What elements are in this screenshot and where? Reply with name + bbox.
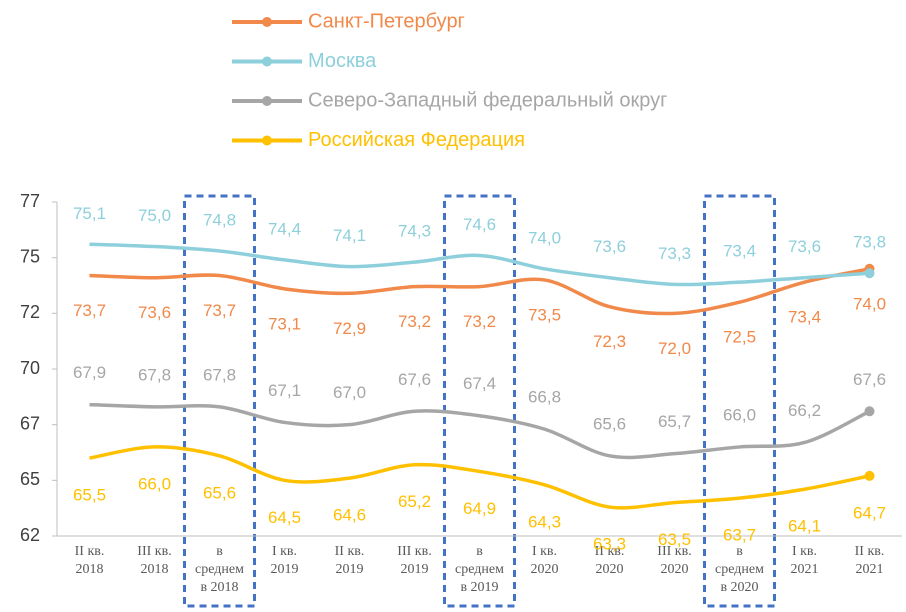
data-label: 67,0 xyxy=(333,383,366,402)
legend-marker xyxy=(262,17,272,27)
data-label: 67,4 xyxy=(463,374,496,393)
data-label: 73,6 xyxy=(593,237,626,256)
x-tick-label: в среднем в 2018 xyxy=(195,544,244,595)
data-label: 64,6 xyxy=(333,506,366,525)
data-label: 72,0 xyxy=(658,339,691,358)
data-label: 73,4 xyxy=(788,308,821,327)
data-label: 73,2 xyxy=(463,312,496,331)
x-tick-label: I кв. 2021 xyxy=(791,544,819,577)
data-label: 66,0 xyxy=(138,474,171,493)
legend-marker xyxy=(262,135,272,146)
data-label: 72,3 xyxy=(593,332,626,351)
x-tick-label: I кв. 2019 xyxy=(271,544,299,577)
data-label: 63,5 xyxy=(658,530,691,549)
data-label: 63,3 xyxy=(593,535,626,554)
data-label: 66,0 xyxy=(723,405,756,424)
x-tick-label: в среднем в 2020 xyxy=(715,544,764,595)
y-tick-label: 65 xyxy=(20,469,40,489)
data-label: 75,1 xyxy=(73,204,106,223)
end-marker xyxy=(864,470,875,481)
data-label: 67,6 xyxy=(853,370,886,389)
x-tick-label: III кв. 2020 xyxy=(657,544,691,577)
data-label: 64,3 xyxy=(528,512,561,531)
data-label: 74,0 xyxy=(528,228,561,247)
data-label: 67,6 xyxy=(398,370,431,389)
data-label: 73,7 xyxy=(73,301,106,320)
legend-label: Санкт-Петербург xyxy=(308,10,465,32)
data-label: 64,5 xyxy=(268,508,301,527)
y-tick-label: 72 xyxy=(20,302,40,322)
x-tick-label: II кв. 2021 xyxy=(855,544,885,577)
data-label: 67,8 xyxy=(203,365,236,384)
data-label: 74,8 xyxy=(203,210,236,229)
data-label: 66,2 xyxy=(788,401,821,420)
data-label: 72,9 xyxy=(333,319,366,338)
data-label: 73,2 xyxy=(398,312,431,331)
series-line xyxy=(89,402,871,460)
data-label: 73,7 xyxy=(203,301,236,320)
legend-label: Москва xyxy=(308,50,377,72)
data-label: 74,3 xyxy=(398,222,431,241)
data-label: 73,1 xyxy=(268,314,301,333)
data-label: 64,1 xyxy=(788,517,821,536)
data-label: 73,3 xyxy=(658,244,691,263)
data-label: 65,7 xyxy=(658,412,691,431)
data-label: 74,6 xyxy=(463,215,496,234)
data-label: 67,9 xyxy=(73,363,106,382)
x-tick-label: III кв. 2019 xyxy=(397,544,431,577)
data-label: 65,6 xyxy=(203,483,236,502)
legend-label: Российская Федерация xyxy=(308,129,525,151)
data-label: 75,0 xyxy=(138,206,171,225)
x-tick-label: I кв. 2020 xyxy=(531,544,559,577)
x-tick-label: в среднем в 2019 xyxy=(455,544,504,595)
x-tick-label: II кв. 2019 xyxy=(335,544,365,577)
data-label: 63,7 xyxy=(723,526,756,545)
data-label: 65,5 xyxy=(73,486,106,505)
data-label: 65,2 xyxy=(398,492,431,511)
data-label: 73,4 xyxy=(723,242,756,261)
y-tick-label: 62 xyxy=(20,525,40,545)
data-label: 74,4 xyxy=(268,219,301,238)
series-line xyxy=(89,242,870,287)
x-tick-label: II кв. 2018 xyxy=(75,544,105,577)
y-tick-label: 67 xyxy=(20,413,40,433)
end-marker xyxy=(864,268,875,279)
legend-marker xyxy=(262,96,272,106)
data-label: 65,6 xyxy=(593,414,626,433)
y-tick-label: 75 xyxy=(20,246,40,266)
data-label: 64,7 xyxy=(853,503,886,522)
data-label: 67,1 xyxy=(268,381,301,400)
x-tick-label: II кв. 2020 xyxy=(595,544,625,577)
series-line xyxy=(89,267,870,316)
data-label: 64,9 xyxy=(463,499,496,518)
y-tick-label: 77 xyxy=(20,191,40,211)
legend-marker xyxy=(262,56,272,67)
data-label: 66,8 xyxy=(528,388,561,407)
x-tick-label: III кв. 2018 xyxy=(137,544,171,577)
data-label: 72,5 xyxy=(723,328,756,347)
data-label: 74,0 xyxy=(853,294,886,313)
legend-label: Северо-Западный федеральный округ xyxy=(308,89,667,111)
series-line xyxy=(89,445,870,510)
data-label: 73,6 xyxy=(788,237,821,256)
end-marker xyxy=(864,406,875,417)
data-label: 74,1 xyxy=(333,226,366,245)
data-label: 67,8 xyxy=(138,365,171,384)
data-label: 73,8 xyxy=(853,233,886,252)
y-tick-label: 70 xyxy=(20,358,40,378)
data-label: 73,6 xyxy=(138,303,171,322)
data-label: 73,5 xyxy=(528,305,561,324)
